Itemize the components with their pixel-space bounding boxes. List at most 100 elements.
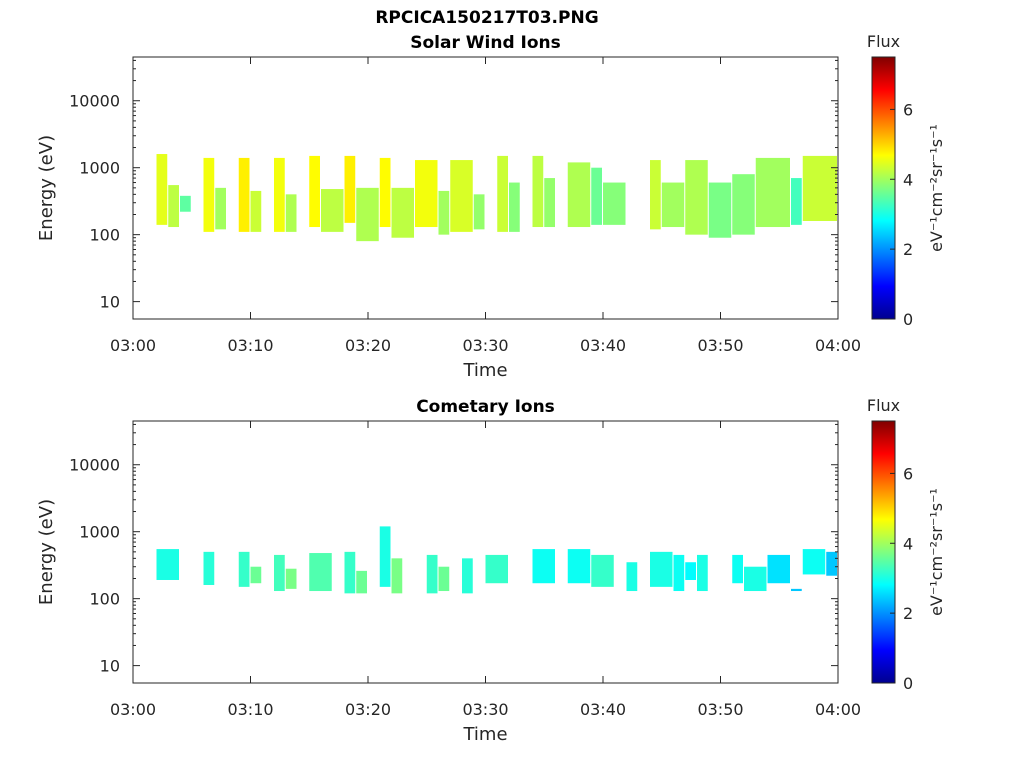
x-tick-label: 03:50 [697,700,743,719]
x-tick-label: 03:10 [227,700,273,719]
data-cell [673,554,685,592]
colorbar-unit-label: eV⁻¹cm⁻²sr⁻¹s⁻¹ [927,124,946,252]
data-cell [708,182,732,238]
data-cell [532,155,544,228]
data-cell [203,157,215,232]
data-cell [650,160,661,230]
data-cell [274,157,285,232]
data-cell [767,554,790,584]
data-cell [567,162,591,228]
data-cell [791,178,802,225]
data-cell [215,187,226,230]
data-cell [250,566,262,584]
x-tick-label: 03:40 [580,700,626,719]
data-cell [802,155,837,221]
data-cell [802,549,826,575]
data-cell [626,562,638,592]
data-cell [285,194,297,232]
data-cell [485,554,508,584]
data-cell [426,554,438,594]
colorbar-unit-label: eV⁻¹cm⁻²sr⁻¹s⁻¹ [927,488,946,616]
data-cell [250,190,262,232]
data-cell [685,562,696,580]
x-tick-label: 03:00 [110,700,156,719]
data-cell [391,187,414,238]
data-cell [238,551,250,587]
y-tick-label: 10 [100,293,120,312]
data-cell [379,526,391,587]
colorbar-tick-label: 6 [903,464,913,483]
figure-filename-title: RPCICA150217T03.PNG [375,8,599,28]
data-cell [309,155,320,228]
x-tick-label: 03:40 [580,336,626,355]
x-tick-label: 03:50 [697,336,743,355]
data-cell [732,174,755,235]
y-tick-label: 100 [89,590,120,609]
data-cell [321,189,344,232]
colorbar-tick-label: 4 [903,534,913,553]
data-cell [203,551,215,585]
colorbar-tick-label: 6 [903,100,913,119]
data-cell [238,157,250,232]
data-cell [791,588,802,592]
data-cell [180,195,191,212]
data-cell [462,558,473,594]
panel-title: Solar Wind Ions [410,33,561,53]
x-axis-label: Time [462,360,507,381]
data-cell [509,182,520,232]
data-cell [697,554,708,592]
x-tick-label: 04:00 [815,336,861,355]
cometary-ions-panel: 10 100 1000 10000 03:00 03:10 03:20 03:30 03:40 0… [36,396,946,745]
data-cell [826,551,837,576]
data-cell [274,554,285,592]
data-cell [497,155,508,232]
x-tick-label: 03:10 [227,336,273,355]
y-tick-label: 10000 [69,92,120,111]
solar-wind-ions-panel: 10 100 1000 10000 03:00 03:10 03:20 03:30 03:40 0… [36,32,946,381]
data-cell [285,568,297,589]
data-cell [356,187,379,242]
colorbar-tick-label: 2 [903,604,913,623]
data-cell [544,178,555,228]
x-tick-label: 03:00 [110,336,156,355]
data-cell [356,570,367,594]
x-tick-label: 04:00 [815,700,861,719]
data-cell [744,566,767,592]
x-axis-label: Time [462,724,507,745]
data-cell [156,154,168,225]
data-cell [591,554,614,587]
data-cell [391,558,403,594]
data-cell [344,551,356,594]
data-cell [156,549,179,580]
x-tick-label: 03:30 [462,700,508,719]
y-tick-label: 10000 [69,456,120,475]
colorbar-tick-label: 4 [903,170,913,189]
data-cell [438,190,450,235]
data-cell [438,566,450,592]
data-cell [344,155,356,223]
y-tick-label: 100 [89,226,120,245]
data-cell [567,549,591,584]
data-cell [732,554,743,584]
data-cell [650,551,673,587]
x-tick-label: 03:20 [345,336,391,355]
colorbar [871,56,896,320]
y-tick-label: 1000 [79,523,120,542]
data-cell [591,167,602,225]
data-cell [473,194,485,230]
colorbar-tick-label: 2 [903,240,913,259]
data-cell [532,549,555,584]
data-cell [168,185,179,228]
data-cell [755,157,790,228]
data-cell [603,182,626,225]
colorbar-tick-label: 0 [903,674,913,693]
colorbar-title: Flux [867,396,900,415]
y-axis-label: Energy (eV) [36,135,57,241]
data-cell [415,160,438,228]
y-tick-label: 1000 [79,159,120,178]
colorbar-title: Flux [867,32,900,51]
data-cell [309,553,332,592]
y-tick-label: 10 [100,657,120,676]
panel-title: Cometary Ions [416,397,555,417]
